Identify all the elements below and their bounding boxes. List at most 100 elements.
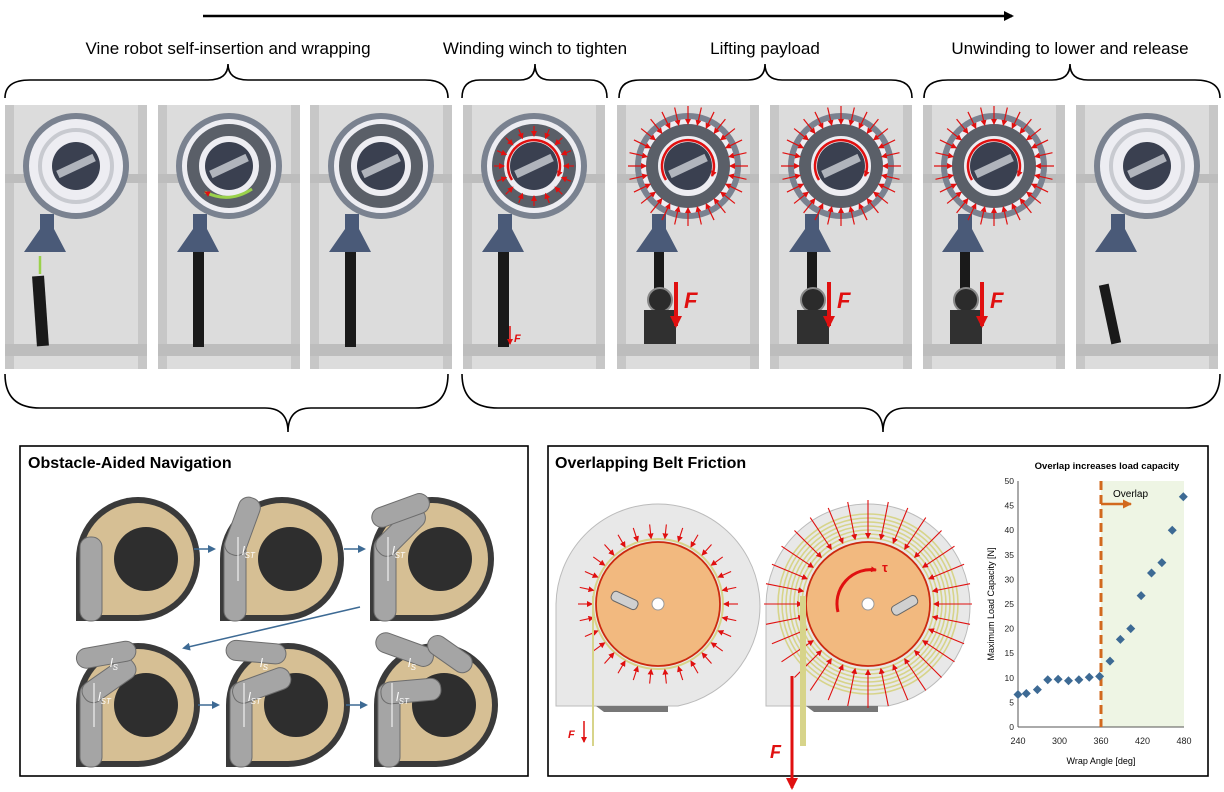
winding-direction-arrow (966, 138, 1023, 181)
winch-arm (209, 153, 249, 179)
wrap-direction-arrow (204, 187, 253, 199)
drum-hub (114, 673, 178, 737)
pressure-arrow (1001, 107, 1008, 127)
pressure-arrow (904, 517, 927, 550)
pressure-arrow (554, 186, 563, 195)
pressure-arrow (632, 665, 639, 681)
belt-wrap (38, 128, 114, 204)
force-label: F (684, 288, 698, 313)
pressure-arrow (782, 152, 802, 159)
frame-rail-bottom (1075, 344, 1219, 356)
photo-frame-2 (157, 104, 301, 370)
frame-content: F (922, 104, 1066, 370)
pressure-arrow (544, 192, 551, 204)
pressure-arrow (858, 111, 868, 130)
navigation-panel-title: Obstacle-Aided Navigation (28, 455, 232, 472)
vine-robot-segment (224, 496, 261, 556)
pressure-arrow (803, 198, 816, 214)
pressure-arrow (880, 173, 900, 180)
pressure-arrow (717, 570, 732, 578)
pressure-arrow (720, 128, 736, 141)
frame-border (922, 104, 1066, 370)
frame-rail-bottom (157, 344, 301, 356)
phase-label-winding: Winding winch to tighten (443, 39, 627, 58)
pressure-arrow (695, 205, 702, 225)
data-point (1043, 675, 1053, 685)
data-point (1063, 676, 1073, 686)
pressure-arrow (544, 128, 551, 140)
frame-rail-right (443, 104, 453, 370)
pressure-arrow (713, 118, 726, 134)
photo-frame-8 (1075, 104, 1219, 370)
x-tick-label: 300 (1052, 736, 1067, 746)
y-tick-label: 45 (1005, 501, 1015, 511)
frame-rail-left (157, 104, 167, 370)
x-tick-label: 240 (1010, 736, 1025, 746)
frame-rail-right (1056, 104, 1066, 370)
pressure-arrow (710, 642, 724, 652)
pressure-arrow (956, 198, 969, 214)
pressure-arrow (724, 139, 743, 149)
pressure-arrow (617, 534, 626, 548)
photo-frame-3 (309, 104, 453, 370)
pressure-arrow (1033, 152, 1053, 159)
drum-axle (861, 597, 875, 611)
data-point (1126, 624, 1136, 634)
frame-rail-right (138, 104, 148, 370)
pressure-arrow (647, 668, 654, 684)
pressure-arrow (904, 658, 927, 691)
pressure-arrow (928, 628, 965, 645)
pressure-arrow (939, 183, 958, 193)
pressure-arrow (781, 545, 814, 568)
vine-robot-segment (81, 657, 137, 704)
frame-border (769, 104, 913, 370)
load-capacity-chart: 0 5 10 15 20 25 30 35 40 45 50 240 300 360 420 480 Overl… (986, 461, 1192, 766)
pressure-arrow (674, 107, 681, 127)
pressure-arrow (701, 652, 712, 664)
housing-base (806, 706, 878, 712)
brace-lifting (618, 63, 913, 99)
pressure-arrow (880, 152, 900, 159)
vine-robot-segment (75, 640, 137, 669)
pressure-arrow (1019, 198, 1032, 214)
frame-rail-right (1209, 104, 1219, 370)
chart-title: Overlap increases load capacity (1035, 461, 1180, 472)
y-tick-label: 35 (1005, 550, 1015, 560)
force-label: F (990, 288, 1004, 313)
pressure-arrow (647, 524, 654, 540)
pressure-arrow (873, 128, 889, 141)
pressure-arrow (809, 658, 832, 691)
pressure-arrow (640, 191, 656, 204)
pressure-arrow (935, 152, 955, 159)
pressure-arrow (727, 173, 747, 180)
belt-wrap (799, 124, 883, 208)
winding-direction-arrow (660, 138, 717, 181)
vine-robot-segment (371, 493, 430, 528)
pressure-arrow (765, 583, 805, 594)
guide-funnel (177, 214, 219, 252)
drum-axle (651, 597, 665, 611)
pressure-arrow (505, 186, 514, 195)
length-label-s-sub: S (113, 663, 119, 672)
pressure-arrow (705, 202, 715, 221)
vine-robot (345, 252, 356, 347)
pressure-arrow (592, 642, 606, 652)
pressure-arrow (967, 202, 977, 221)
pressure-arrow (782, 173, 802, 180)
frame-rail-right (903, 104, 913, 370)
brace-to-friction (461, 373, 1221, 433)
pressure-arrow (579, 586, 595, 593)
pressure-arrow (662, 524, 669, 540)
pressure-arrow (661, 111, 671, 130)
pressure-arrow (847, 501, 858, 541)
frame-content (157, 104, 301, 370)
pressure-arrow (786, 183, 805, 193)
length-label-s-sub: S (263, 663, 269, 672)
frame-content: F (616, 104, 760, 370)
photo-strip: F F F F (4, 104, 1219, 370)
payload-weight (797, 310, 829, 344)
winch-arm (974, 153, 1014, 179)
